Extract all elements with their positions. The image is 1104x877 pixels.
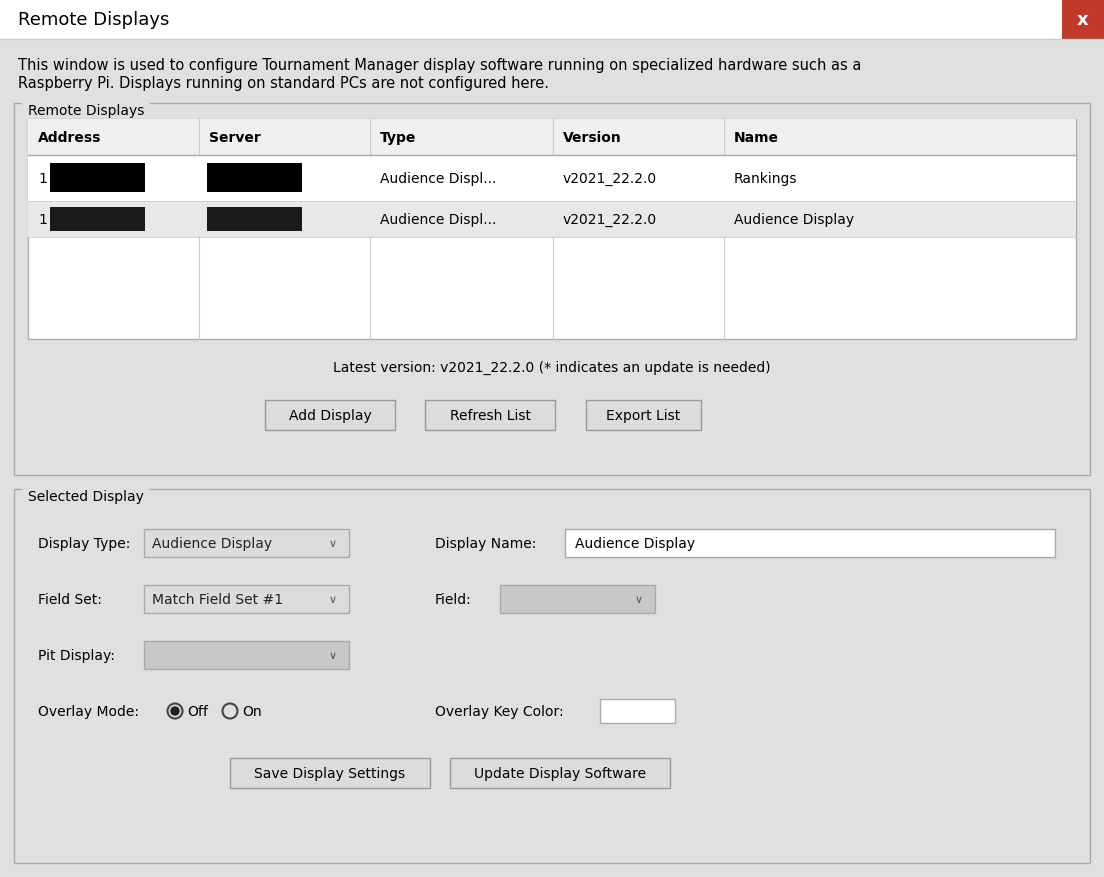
Text: Name: Name xyxy=(734,131,779,145)
Bar xyxy=(50,164,145,193)
Text: ∨: ∨ xyxy=(329,595,337,604)
Text: Add Display: Add Display xyxy=(288,409,371,423)
Text: Update Display Software: Update Display Software xyxy=(474,766,646,781)
Text: ∨: ∨ xyxy=(635,595,643,604)
Text: Display Type:: Display Type: xyxy=(38,537,130,551)
Text: This window is used to configure Tournament Manager display software running on : This window is used to configure Tournam… xyxy=(18,58,861,73)
Bar xyxy=(28,202,1076,238)
Bar xyxy=(144,641,349,669)
Bar xyxy=(599,699,675,724)
Text: Selected Display: Selected Display xyxy=(28,489,144,503)
Text: ∨: ∨ xyxy=(329,650,337,660)
Bar xyxy=(425,401,555,431)
Text: On: On xyxy=(242,704,262,718)
Text: Type: Type xyxy=(380,131,416,145)
Text: v2021_22.2.0: v2021_22.2.0 xyxy=(563,172,657,186)
Text: Overlay Key Color:: Overlay Key Color: xyxy=(435,704,564,718)
Bar xyxy=(14,489,1090,863)
Bar xyxy=(22,103,150,117)
Bar xyxy=(22,488,150,503)
Text: ∨: ∨ xyxy=(329,538,337,548)
Text: v2021_22.2.0: v2021_22.2.0 xyxy=(563,213,657,227)
Text: Refresh List: Refresh List xyxy=(449,409,531,423)
Bar xyxy=(450,758,670,788)
Text: Overlay Mode:: Overlay Mode: xyxy=(38,704,139,718)
Text: Display Name:: Display Name: xyxy=(435,537,537,551)
Text: Version: Version xyxy=(563,131,622,145)
Text: Field Set:: Field Set: xyxy=(38,592,102,606)
Bar xyxy=(28,156,1076,202)
Text: x: x xyxy=(1078,11,1089,29)
Text: Export List: Export List xyxy=(606,409,680,423)
Bar xyxy=(206,164,301,193)
Circle shape xyxy=(171,707,179,715)
Text: Audience Display: Audience Display xyxy=(575,537,696,551)
Bar xyxy=(565,530,1055,558)
Text: Audience Displ...: Audience Displ... xyxy=(380,213,496,227)
Text: Audience Displ...: Audience Displ... xyxy=(380,172,496,186)
Bar xyxy=(144,530,349,558)
Text: Remote Displays: Remote Displays xyxy=(18,11,169,29)
Text: 1: 1 xyxy=(38,172,46,186)
Bar xyxy=(1062,0,1104,40)
Text: Off: Off xyxy=(187,704,208,718)
Text: Field:: Field: xyxy=(435,592,471,606)
Bar xyxy=(0,0,1104,40)
Bar xyxy=(206,208,301,232)
Bar xyxy=(50,208,145,232)
Text: Pit Display:: Pit Display: xyxy=(38,648,115,662)
Text: Save Display Settings: Save Display Settings xyxy=(254,766,405,781)
Text: 1: 1 xyxy=(38,213,46,227)
Text: Audience Display: Audience Display xyxy=(152,537,272,551)
Text: Rankings: Rankings xyxy=(734,172,797,186)
Text: Latest version: v2021_22.2.0 (* indicates an update is needed): Latest version: v2021_22.2.0 (* indicate… xyxy=(333,360,771,374)
Bar xyxy=(14,103,1090,475)
Text: Address: Address xyxy=(38,131,102,145)
Bar xyxy=(500,585,655,613)
Bar xyxy=(585,401,701,431)
Text: Match Field Set #1: Match Field Set #1 xyxy=(152,592,283,606)
Bar xyxy=(230,758,429,788)
Bar xyxy=(28,120,1076,339)
Bar xyxy=(144,585,349,613)
Text: Audience Display: Audience Display xyxy=(734,213,854,227)
Bar xyxy=(28,120,1076,156)
Bar xyxy=(265,401,395,431)
Text: Server: Server xyxy=(209,131,261,145)
Text: Raspberry Pi. Displays running on standard PCs are not configured here.: Raspberry Pi. Displays running on standa… xyxy=(18,76,549,91)
Text: Remote Displays: Remote Displays xyxy=(28,103,145,118)
